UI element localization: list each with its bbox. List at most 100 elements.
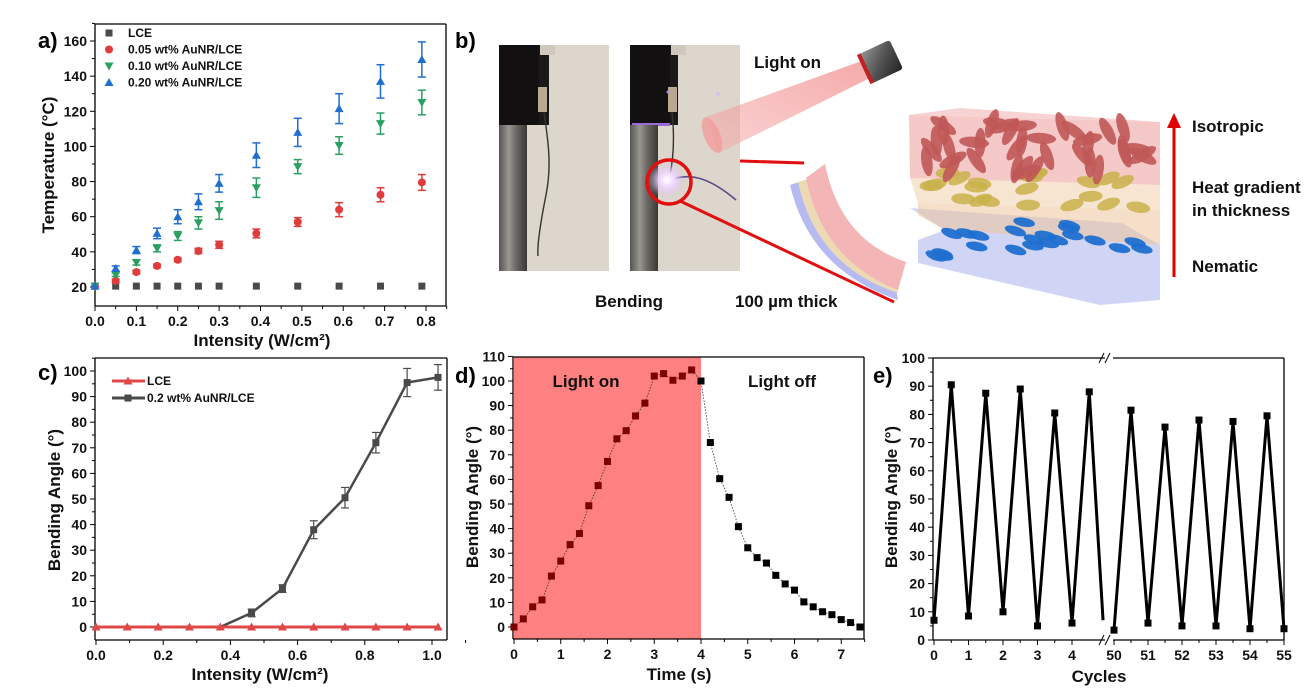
data-point — [112, 282, 120, 290]
chart-e-cycling: 0 1 2 3 4 50 51 52 53 54 55 0 10 20 30 40 50 60 70 80 90 100 C… — [882, 350, 1292, 686]
data-point — [248, 609, 256, 617]
data-point — [828, 611, 836, 619]
data-point — [434, 373, 442, 381]
series-3 — [90, 41, 427, 290]
data-point — [111, 264, 121, 273]
y-tick-label: 60 — [489, 471, 505, 487]
x-axis-label: Cycles — [1072, 667, 1127, 686]
series-0 — [91, 622, 443, 631]
data-point — [1051, 409, 1059, 417]
data-point — [1246, 625, 1254, 633]
molecule — [976, 195, 1001, 207]
y-tick-label: 100 — [64, 363, 88, 379]
x-tick-label: 0.1 — [127, 313, 147, 329]
molecule — [1015, 182, 1039, 195]
x-tick-label: 0.6 — [334, 313, 354, 329]
molecule — [959, 136, 990, 148]
data-point — [1280, 625, 1288, 633]
axis-break-mark — [1104, 352, 1111, 364]
x-tick-label: 0.0 — [85, 313, 105, 329]
data-point — [214, 178, 224, 187]
label-thickness: 100 µm thick — [735, 292, 838, 311]
molecule — [931, 250, 954, 261]
y-tick-label: 90 — [489, 398, 505, 414]
data-point — [153, 261, 162, 270]
data-point — [293, 127, 303, 136]
data-point — [193, 197, 203, 206]
data-point — [800, 598, 808, 606]
data-point — [247, 622, 257, 631]
data-point — [277, 622, 287, 631]
data-point — [594, 482, 602, 490]
legend-label: LCE — [147, 374, 171, 388]
x-tick-label: 54 — [1242, 647, 1258, 663]
molecule — [1108, 243, 1131, 254]
data-point — [417, 178, 426, 187]
data-point — [965, 612, 972, 620]
data-point — [1110, 626, 1118, 634]
data-point — [90, 281, 100, 290]
y-tick-label: 90 — [71, 389, 87, 405]
y-tick-label: 40 — [909, 519, 925, 535]
data-point — [184, 622, 194, 631]
data-point — [294, 282, 302, 290]
data-point — [309, 622, 319, 631]
data-point — [91, 622, 101, 631]
y-tick-label: 20 — [71, 279, 87, 295]
data-point — [510, 623, 518, 631]
y-tick-label: 90 — [909, 378, 925, 394]
data-point — [1034, 622, 1041, 630]
data-point — [575, 530, 583, 538]
y-tick-label: 0 — [79, 619, 87, 635]
x-tick-label: 51 — [1140, 647, 1156, 663]
panel-label-b: b) — [455, 28, 476, 53]
data-point — [372, 439, 380, 447]
data-point — [433, 622, 443, 631]
data-point — [538, 596, 546, 604]
x-tick-label: 0.6 — [288, 647, 308, 663]
series-line — [932, 384, 1105, 627]
data-point — [762, 559, 770, 567]
y-tick-label: 120 — [64, 103, 88, 119]
data-point — [781, 580, 789, 588]
molecule — [1004, 225, 1026, 237]
data-point — [697, 377, 705, 385]
data-point — [1195, 416, 1203, 424]
lc-molecules — [919, 109, 1157, 262]
data-point — [214, 207, 224, 216]
x-axis-label: Time (s) — [647, 665, 712, 684]
legend-label: LCE — [128, 26, 152, 40]
x-tick-label: 7 — [837, 646, 845, 662]
data-point — [215, 282, 223, 290]
data-point — [340, 622, 350, 631]
y-tick-label: 20 — [489, 570, 505, 586]
series-1 — [219, 364, 443, 629]
panel-label-a: a) — [38, 28, 58, 53]
y-tick-label: 160 — [64, 33, 88, 49]
x-tick-label: 4 — [697, 646, 705, 662]
chart-c-bending-vs-intensity: 0.0 0.2 0.4 0.6 0.8 1.0 0 10 20 30 40 50 60 70 80 90 100… — [45, 357, 467, 684]
label-heat-gradient: Heat gradient — [1192, 178, 1301, 197]
data-point — [1178, 622, 1186, 630]
y-tick-label: 100 — [482, 373, 506, 389]
light-on-region — [514, 357, 701, 639]
data-point — [194, 282, 202, 290]
y-tick-label: 40 — [71, 244, 87, 260]
data-point — [252, 229, 261, 238]
molecule — [1060, 198, 1084, 212]
data-point — [641, 399, 649, 407]
y-tick-label: 80 — [71, 414, 87, 430]
data-point — [1229, 417, 1237, 425]
x-tick-label: 5 — [744, 646, 752, 662]
photo-bent-film — [630, 45, 740, 271]
molecule — [1013, 217, 1035, 228]
panel-label-d: d) — [455, 363, 476, 388]
x-tick-label: 4 — [1068, 647, 1076, 663]
data-point — [174, 282, 182, 290]
y-axis-label: Bending Angle (°) — [882, 426, 901, 568]
y-tick-label: 140 — [64, 68, 88, 84]
x-tick-label: 1 — [557, 646, 565, 662]
x-axis-label: Intensity (W/cm²) — [194, 331, 331, 350]
